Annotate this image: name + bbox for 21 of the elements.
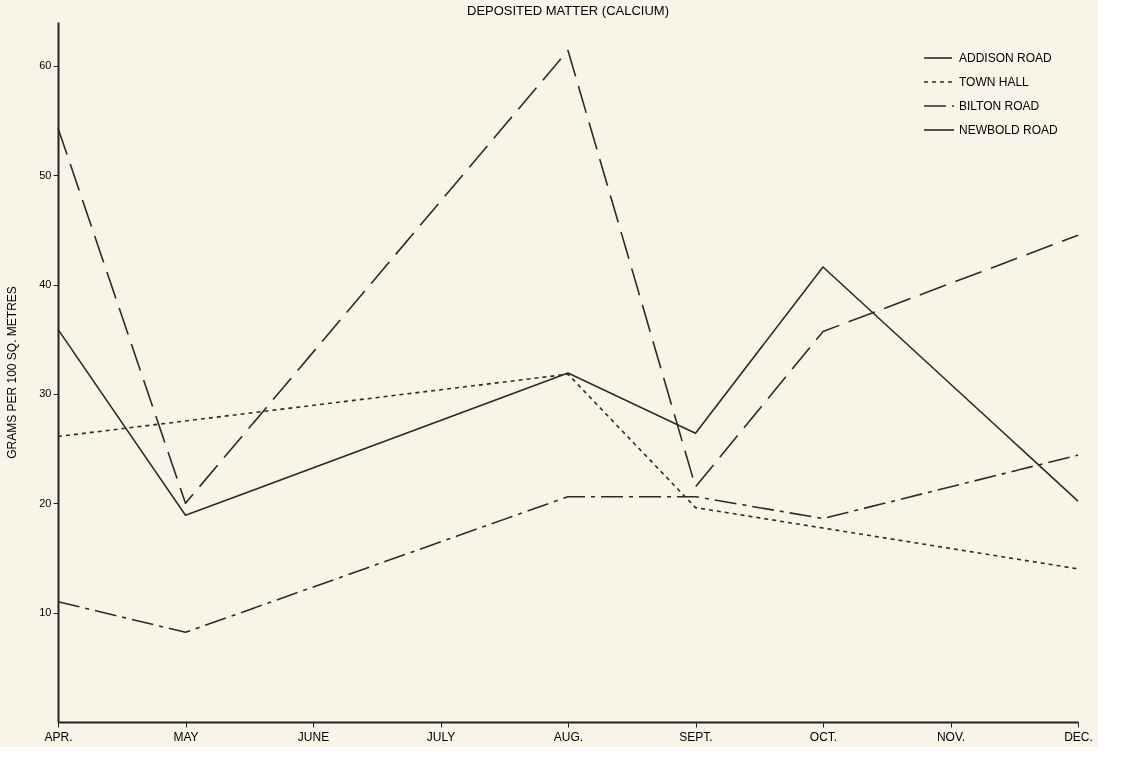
x-tick-label: NOV. xyxy=(936,729,966,744)
x-tick-label: AUG. xyxy=(553,729,584,744)
y-tick-label: 50 xyxy=(39,168,52,181)
y-tick-label: 40 xyxy=(39,278,52,290)
legend-label: TOWN HALL xyxy=(959,75,1030,89)
chart-title: DEPOSITED MATTER (CALCIUM) xyxy=(467,3,669,18)
x-tick-label: OCT. xyxy=(809,729,838,744)
legend-label: NEWBOLD ROAD xyxy=(959,123,1059,137)
x-tick-label: APR. xyxy=(44,729,73,744)
y-tick-label: 10 xyxy=(39,606,52,619)
x-tick-label: MAY xyxy=(173,729,199,744)
y-tick-label: 20 xyxy=(39,496,52,509)
y-tick-label: 60 xyxy=(39,59,52,72)
legend-label: BILTON ROAD xyxy=(959,99,1040,113)
x-tick-label: SEPT. xyxy=(679,729,713,744)
x-tick-label: JUNE xyxy=(297,729,330,744)
legend-label: ADDISON ROAD xyxy=(959,51,1053,65)
x-tick-label: DEC. xyxy=(1064,729,1093,744)
x-tick-label: JULY xyxy=(426,729,456,744)
y-tick-label: 30 xyxy=(39,387,52,400)
y-axis-title: GRAMS PER 100 SQ. METRES xyxy=(5,286,20,459)
